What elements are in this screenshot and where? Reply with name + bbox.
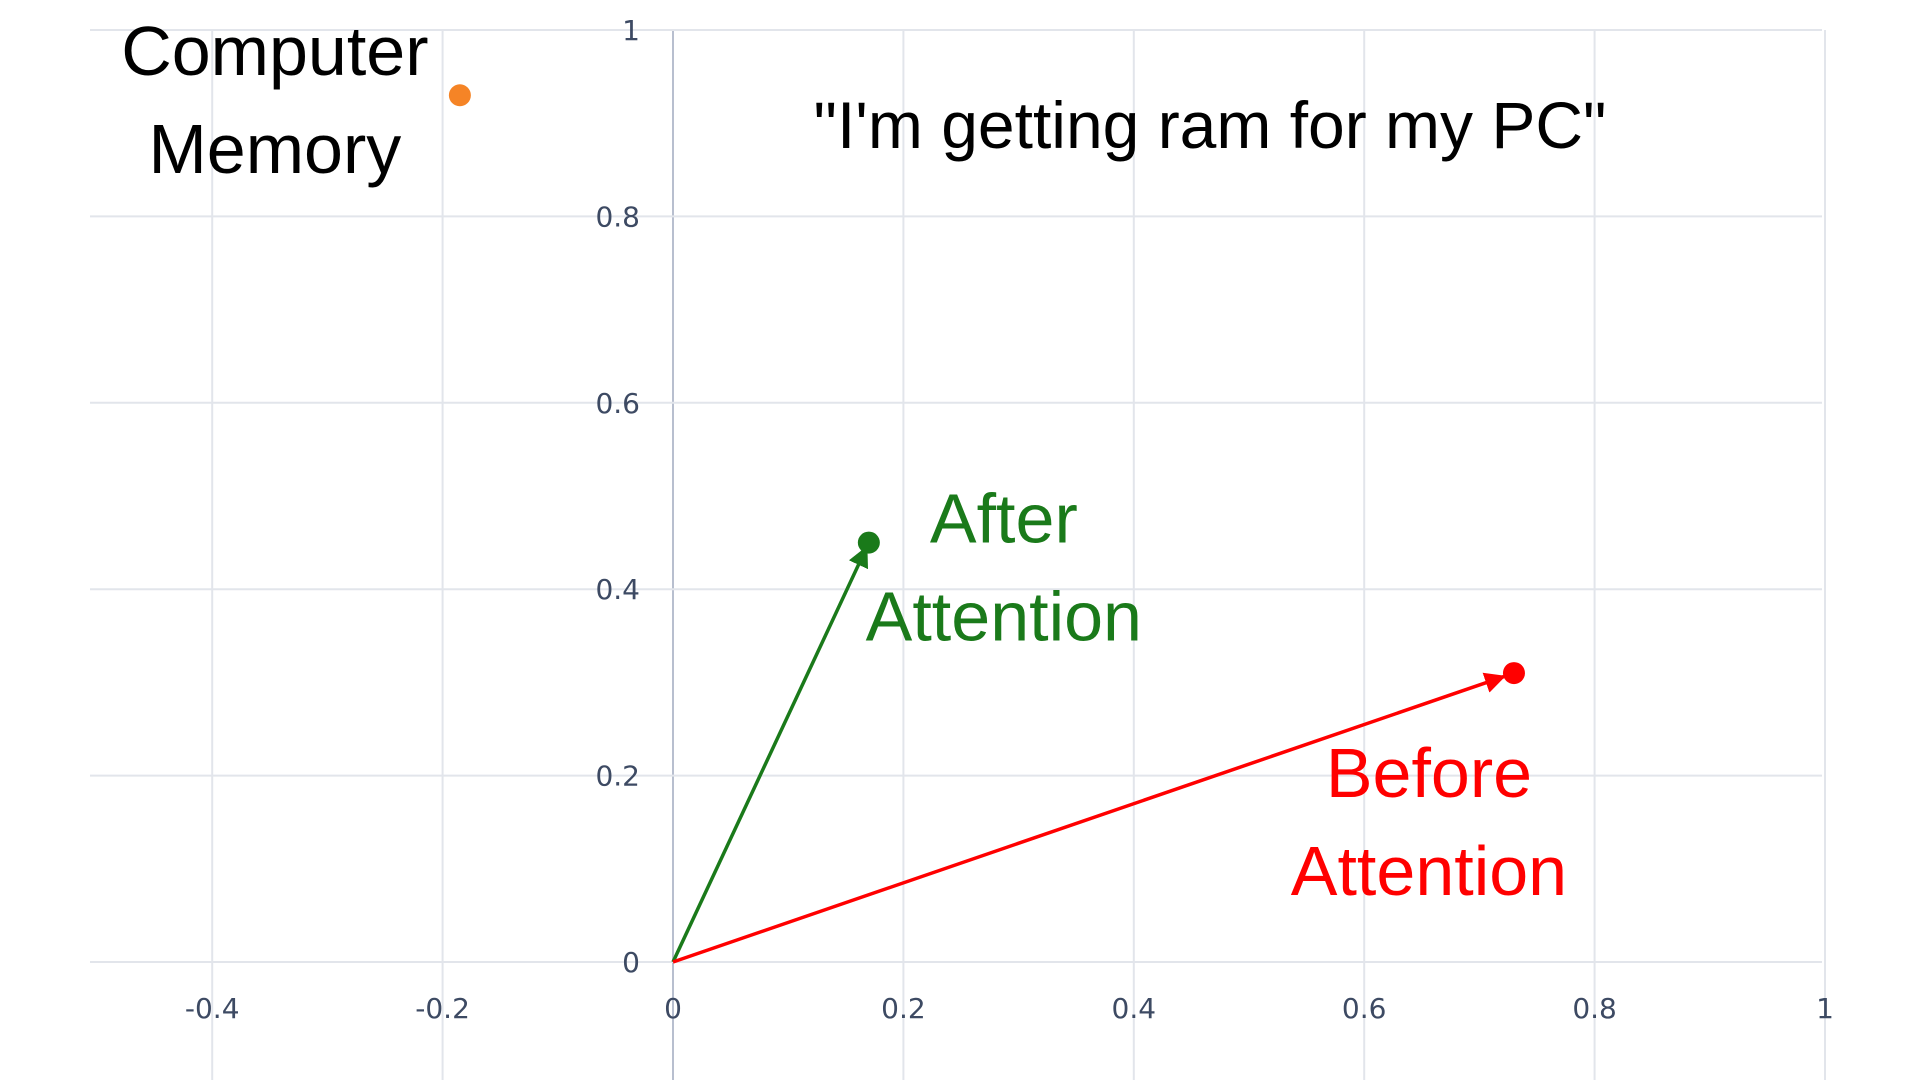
data-point — [857, 531, 880, 554]
point-layer — [448, 84, 1525, 685]
point-label: Memory — [148, 110, 401, 188]
x-tick-label: 0.6 — [1342, 992, 1387, 1025]
point-label: Before — [1326, 734, 1532, 812]
x-tick-label: 0.2 — [881, 992, 926, 1025]
x-tick-label: -0.2 — [415, 992, 470, 1025]
y-tick-label: 0.4 — [595, 573, 640, 606]
x-tick-label: 1 — [1816, 992, 1834, 1025]
data-point — [1502, 662, 1525, 685]
point-label: Computer — [121, 12, 428, 90]
y-tick-label: 0.6 — [595, 387, 640, 420]
x-tick-label: 0 — [664, 992, 682, 1025]
tick-layer: -0.4 -0.2 0 0.2 0.4 0.6 0.8 1 0 0.2 0.4 0.6 0.8 1 — [185, 14, 1834, 1025]
chart-title: "I'm getting ram for my PC" — [814, 88, 1607, 162]
point-label: After — [930, 480, 1078, 558]
y-tick-label: 1 — [622, 14, 640, 47]
point-label: Attention — [1291, 832, 1567, 910]
point-label: Attention — [866, 578, 1142, 656]
label-layer: Computer Memory After Attention Before Attent… — [121, 12, 1567, 910]
x-tick-label: 0.8 — [1572, 992, 1617, 1025]
y-tick-label: 0 — [622, 946, 640, 979]
vector-arrow — [671, 545, 869, 963]
x-tick-label: 0.4 — [1112, 992, 1157, 1025]
vector-layer — [671, 545, 1506, 964]
vector-arrow — [672, 672, 1506, 964]
data-point — [448, 84, 471, 107]
x-tick-label: -0.4 — [185, 992, 240, 1025]
y-tick-label: 0.8 — [595, 200, 640, 233]
grid-layer — [90, 29, 1826, 1080]
y-tick-label: 0.2 — [595, 760, 640, 793]
